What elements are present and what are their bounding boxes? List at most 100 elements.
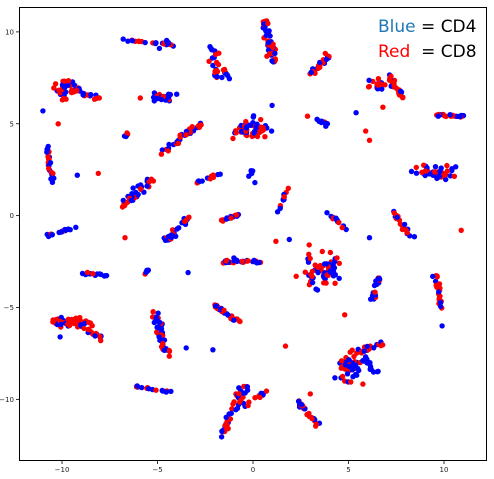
cd4-point [233,407,239,413]
cd4-point [336,275,342,282]
cd8-point [413,164,419,171]
cd8-point [306,251,312,257]
cd4-point [408,168,415,175]
cd8-point [380,342,386,348]
legend-label-red: Red [378,42,410,62]
cd4-point [162,237,169,243]
cd4-point [353,110,359,116]
cd4-point [47,160,54,166]
cd4-point [346,363,352,370]
cd8-point [218,217,225,223]
cd8-point [262,134,268,140]
cd4-point [361,358,367,364]
cd4-point [322,120,328,127]
cd8-point [293,273,299,279]
cd4-point [366,235,373,241]
cd4-point [368,366,374,372]
cd4-point [156,45,163,52]
cd4-point [153,316,159,323]
cd4-point [286,236,292,243]
legend-separator: = [416,17,441,37]
cd8-point [122,235,128,241]
cd4-point [217,171,223,177]
cd4-point [210,62,216,69]
cd8-point [258,116,264,123]
cd4-point [154,324,160,331]
cd4-point [432,278,439,284]
cd8-point [65,78,72,84]
cd8-point [365,84,372,90]
cd4-point [143,269,149,275]
cd4-point [401,221,408,228]
cd8-point [233,212,240,218]
y-tick-label: 5 [10,120,14,128]
cd4-point [332,375,338,381]
cd4-point [252,179,258,186]
cd4-point [137,182,144,188]
cd4-point [125,38,131,44]
points-layer [40,18,467,440]
cd4-point [58,229,64,235]
cd4-point [103,272,110,279]
cd4-point [439,323,445,329]
cd4-point [309,279,316,286]
cd8-point [444,162,450,169]
cd8-point [309,415,315,422]
cd8-point [391,210,397,216]
cd8-point [77,314,83,321]
cd4-point [73,224,79,230]
cd8-point [267,51,273,57]
x-tick-label: 10 [440,466,449,474]
cd4-point [354,372,360,378]
x-tick-label: 0 [251,466,255,474]
cd8-point [347,349,353,355]
legend: Blue = CD4 Red = CD8 [378,17,477,62]
cd8-point [237,399,243,405]
cd4-point [159,387,165,394]
cd4-point [331,265,338,271]
cd8-point [97,333,103,340]
cd4-point [447,173,454,179]
cd4-point [236,385,242,391]
cd4-point [120,197,127,204]
cd8-point [50,319,56,325]
cd4-point [327,269,333,275]
y-tick-label: 0 [10,212,14,220]
cd4-point [141,189,147,195]
cd8-point [348,379,354,385]
cd8-point [177,134,183,140]
cd8-point [245,258,251,264]
cd4-point [74,172,81,178]
y-tick-label: −5 [4,304,14,312]
cd8-point [158,151,165,157]
cd4-point [434,175,440,182]
cd4-point [246,173,252,179]
cd4-point [437,168,443,175]
cd8-point [323,280,329,286]
cd4-point [447,112,453,118]
cd4-point [61,84,67,90]
cd8-point [336,219,342,226]
cd8-point [313,421,319,427]
cd4-point [437,299,444,306]
cd8-point [230,135,236,142]
cd8-point [148,176,155,182]
cd8-point [216,50,222,56]
cd8-point [265,20,271,27]
cd4-point [368,296,374,302]
y-axis: −10 −5 0 5 10 [0,28,20,404]
cd4-point [134,383,140,389]
legend-label-blue: Blue [378,17,416,37]
cd4-point [218,434,225,440]
cd4-point [361,348,367,354]
cd8-point [332,280,338,286]
y-tick-label: 10 [5,28,14,36]
cd4-point [62,226,68,233]
cd8-point [432,169,438,175]
cd4-point [129,191,135,197]
cd8-point [304,411,310,418]
cd4-point [129,38,136,44]
cd4-point [120,36,126,42]
cd8-point [74,88,80,94]
cd8-point [207,176,213,182]
